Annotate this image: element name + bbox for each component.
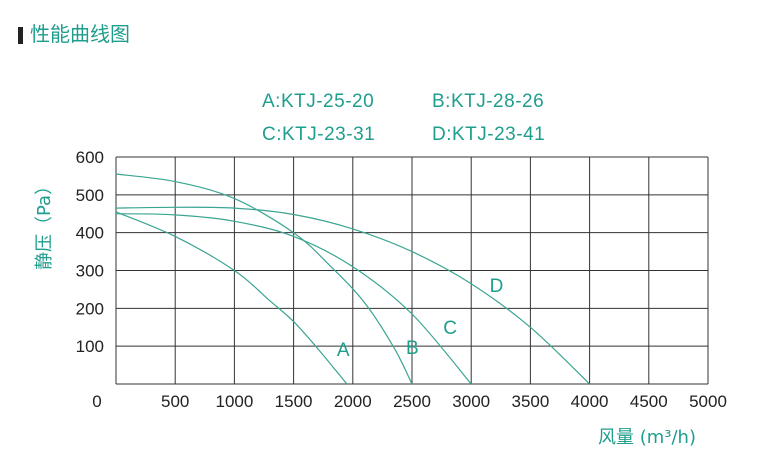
legend: A:KTJ-25-20 B:KTJ-28-26 C:KTJ-23-31 D:KT… — [262, 91, 545, 145]
curve-a — [115, 211, 348, 385]
legend-item-b: B:KTJ-28-26 — [432, 91, 544, 112]
x-tick-label: 500 — [161, 392, 189, 411]
x-tick-label: 2500 — [393, 392, 431, 411]
grid — [115, 156, 709, 385]
y-tick-labels: 100 200 300 400 500 600 — [76, 148, 104, 356]
curve-label-b: B — [406, 338, 419, 359]
x-tick-label: 4000 — [571, 392, 609, 411]
x-tick-label: 3000 — [452, 392, 490, 411]
x-axis-title: 风量 (m³/h) — [598, 427, 696, 448]
x-tick-label: 0 — [92, 392, 101, 411]
legend-item-c: C:KTJ-23-31 — [262, 124, 375, 145]
x-tick-label: 1000 — [215, 392, 253, 411]
curve-label-a: A — [337, 340, 350, 361]
curve-c — [115, 213, 472, 385]
curve-d — [115, 206, 591, 385]
legend-item-d: D:KTJ-23-41 — [432, 124, 545, 145]
y-axis-title: 静压（Pa） — [34, 177, 55, 270]
curves — [115, 173, 591, 385]
y-tick-label: 600 — [76, 148, 104, 167]
curve-label-d: D — [490, 276, 504, 297]
x-tick-label: 2000 — [334, 392, 372, 411]
legend-item-a: A:KTJ-25-20 — [262, 91, 374, 112]
curve-label-c: C — [443, 318, 457, 339]
page-title: 性能曲线图 — [30, 22, 130, 46]
y-tick-label: 200 — [76, 299, 104, 318]
curve-b — [115, 173, 413, 385]
x-tick-label: 1500 — [275, 392, 313, 411]
x-tick-label: 5000 — [689, 392, 727, 411]
x-tick-label: 4500 — [630, 392, 668, 411]
y-tick-label: 400 — [76, 224, 104, 243]
x-tick-label: 3500 — [511, 392, 549, 411]
page-header: 性能曲线图 — [18, 22, 130, 46]
curve-labels: A B C D — [337, 276, 503, 361]
y-tick-label: 100 — [76, 337, 104, 356]
x-tick-labels: 0 500 1000 1500 2000 2500 3000 3500 4000 4500 5000 — [92, 392, 727, 411]
y-tick-label: 300 — [76, 262, 104, 281]
y-tick-label: 500 — [76, 186, 104, 205]
title-marker — [18, 27, 23, 44]
